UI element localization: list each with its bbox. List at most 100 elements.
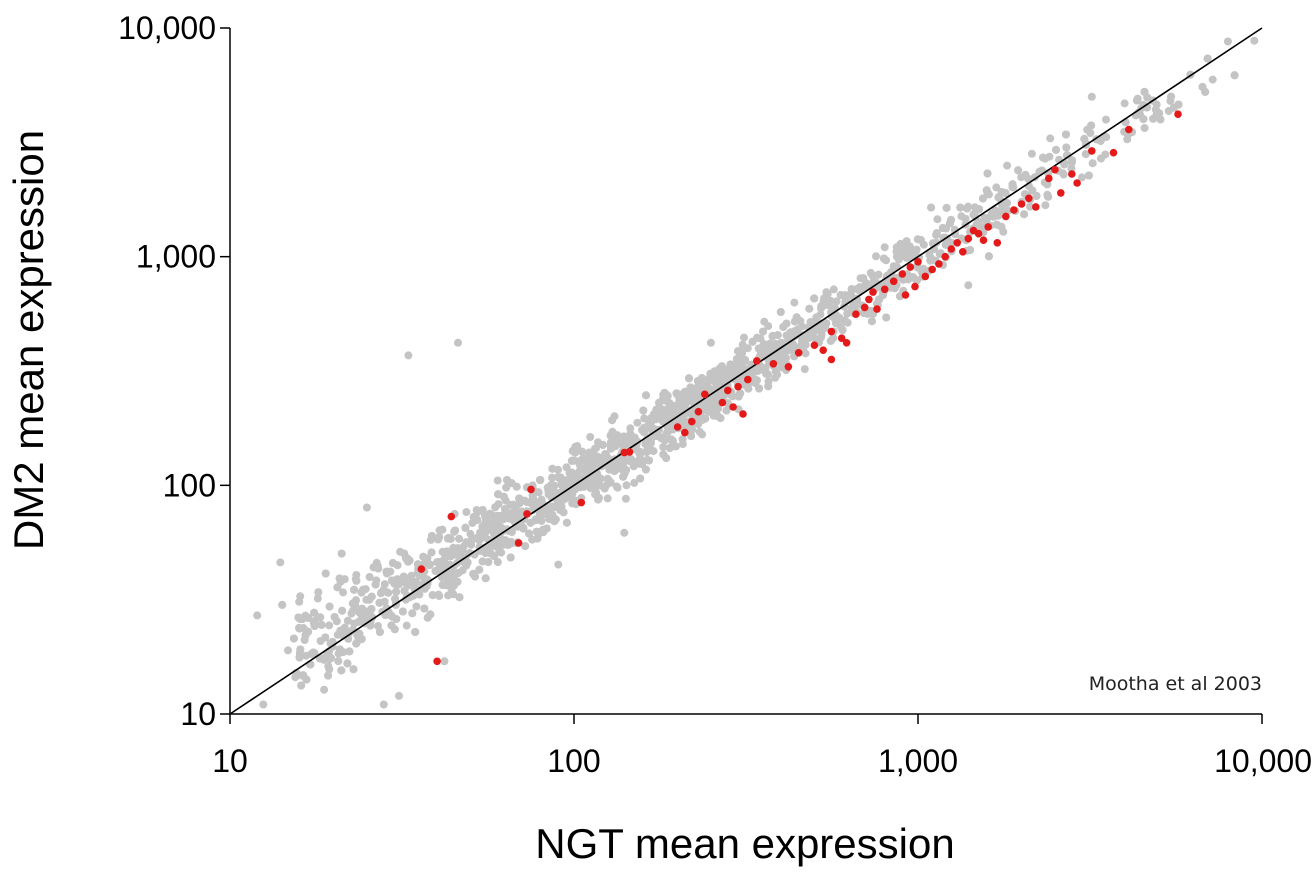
background-point bbox=[484, 558, 493, 566]
background-point bbox=[362, 503, 371, 512]
background-point bbox=[389, 577, 398, 586]
highlight-point bbox=[880, 285, 889, 294]
background-point bbox=[606, 478, 615, 487]
background-point bbox=[562, 463, 571, 472]
highlight-point bbox=[673, 423, 682, 431]
highlight-point bbox=[447, 512, 456, 521]
background-point bbox=[349, 665, 358, 674]
background-point bbox=[661, 396, 670, 405]
background-point bbox=[455, 534, 464, 543]
background-point bbox=[534, 488, 543, 497]
background-point bbox=[899, 251, 908, 260]
background-point bbox=[503, 476, 511, 484]
background-point bbox=[698, 382, 707, 391]
highlight-point bbox=[964, 234, 973, 243]
highlight-point bbox=[1109, 148, 1118, 157]
background-point bbox=[399, 572, 408, 581]
background-point bbox=[659, 443, 668, 451]
highlight-point bbox=[837, 334, 846, 343]
background-point bbox=[365, 573, 374, 581]
background-point bbox=[438, 547, 447, 556]
background-point bbox=[830, 313, 838, 322]
background-point bbox=[533, 534, 542, 543]
background-point bbox=[411, 628, 420, 636]
background-point bbox=[1027, 149, 1036, 158]
background-point bbox=[635, 458, 644, 467]
background-point bbox=[925, 250, 934, 259]
background-point bbox=[648, 416, 657, 425]
background-point bbox=[669, 404, 678, 413]
background-point bbox=[332, 617, 341, 626]
highlight-point bbox=[959, 248, 967, 256]
background-point bbox=[391, 595, 400, 603]
background-point bbox=[624, 434, 633, 443]
background-point bbox=[761, 363, 770, 372]
background-point bbox=[821, 323, 830, 332]
background-point bbox=[662, 429, 671, 438]
background-point bbox=[602, 451, 610, 460]
x-tick-label: 1,000 bbox=[878, 743, 958, 779]
background-point bbox=[978, 194, 987, 203]
background-point bbox=[581, 464, 590, 473]
background-point bbox=[357, 635, 366, 643]
background-point bbox=[299, 671, 308, 680]
background-point bbox=[630, 478, 639, 487]
background-point bbox=[321, 633, 330, 642]
highlight-point bbox=[911, 282, 919, 291]
background-point bbox=[620, 528, 629, 537]
background-point bbox=[357, 588, 366, 597]
background-point bbox=[636, 474, 645, 483]
background-point bbox=[547, 502, 556, 511]
background-point bbox=[558, 482, 567, 491]
background-point bbox=[405, 556, 414, 565]
background-point bbox=[526, 518, 535, 527]
background-point bbox=[462, 559, 470, 568]
background-point bbox=[402, 621, 411, 630]
background-point bbox=[1014, 166, 1023, 175]
background-point bbox=[493, 476, 502, 485]
background-point bbox=[502, 483, 511, 492]
background-point bbox=[841, 291, 850, 300]
background-point bbox=[829, 334, 838, 343]
background-point bbox=[295, 653, 304, 662]
background-point bbox=[1250, 36, 1259, 45]
background-point bbox=[352, 639, 361, 648]
background-point bbox=[536, 476, 544, 484]
background-point bbox=[406, 574, 415, 583]
background-point bbox=[350, 619, 359, 628]
background-point bbox=[698, 415, 707, 424]
background-point bbox=[325, 621, 334, 630]
background-point bbox=[512, 482, 521, 491]
highlight-point bbox=[1125, 125, 1133, 134]
background-point bbox=[473, 534, 482, 542]
background-point bbox=[438, 580, 447, 589]
highlight-point bbox=[827, 327, 836, 336]
background-point bbox=[554, 560, 563, 569]
background-point bbox=[687, 432, 696, 440]
highlight-point bbox=[701, 390, 709, 399]
background-point bbox=[473, 515, 482, 524]
highlight-point bbox=[974, 229, 983, 238]
background-point bbox=[1020, 210, 1029, 219]
background-point bbox=[912, 276, 921, 285]
background-point bbox=[586, 433, 595, 441]
background-point bbox=[618, 435, 627, 444]
highlight-point bbox=[810, 341, 819, 350]
highlight-point bbox=[527, 485, 535, 494]
background-point bbox=[383, 569, 391, 578]
background-point bbox=[562, 518, 571, 527]
highlight-point bbox=[417, 565, 426, 573]
background-point bbox=[753, 333, 762, 342]
background-point bbox=[805, 304, 814, 313]
background-point bbox=[773, 340, 782, 349]
background-point bbox=[1167, 92, 1176, 101]
background-point bbox=[301, 631, 310, 640]
background-point bbox=[336, 626, 345, 635]
background-point bbox=[454, 569, 463, 577]
background-point bbox=[790, 317, 799, 326]
background-point bbox=[674, 413, 683, 422]
background-point bbox=[434, 590, 443, 599]
background-point bbox=[428, 591, 437, 600]
background-point bbox=[466, 529, 475, 538]
background-point bbox=[388, 559, 397, 567]
